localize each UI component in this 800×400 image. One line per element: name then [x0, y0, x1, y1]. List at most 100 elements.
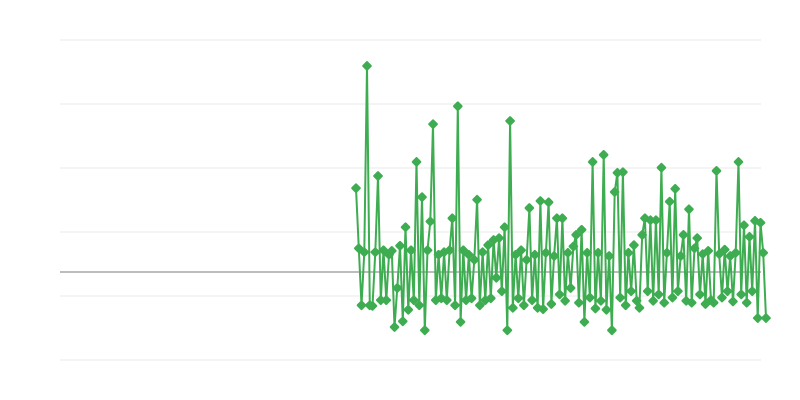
data-point-marker: [642, 286, 653, 296]
data-point-marker: [453, 101, 463, 112]
data-point-marker: [546, 299, 557, 309]
data-point-marker: [571, 230, 581, 240]
data-point-marker: [689, 243, 700, 254]
data-point-marker: [411, 157, 422, 167]
data-point-marker: [370, 247, 381, 257]
data-point-marker: [549, 251, 559, 261]
data-point-marker: [700, 299, 711, 309]
data-point-marker: [444, 245, 455, 256]
data-point-marker: [442, 295, 452, 305]
data-point-marker: [653, 289, 664, 300]
data-point-marker: [381, 295, 392, 305]
data-point-marker: [601, 304, 612, 315]
data-point-marker: [576, 224, 587, 235]
data-point-marker: [524, 203, 535, 213]
data-point-marker: [541, 248, 551, 258]
data-point-marker: [609, 187, 620, 197]
data-point-marker: [664, 196, 675, 207]
data-point-marker: [414, 300, 425, 311]
data-point-marker: [508, 303, 518, 313]
data-point-marker: [593, 248, 603, 258]
data-point-marker: [565, 283, 576, 293]
data-point-marker: [637, 230, 647, 240]
data-point-marker: [403, 304, 414, 315]
data-point-marker: [373, 171, 383, 181]
data-point-marker: [615, 292, 625, 303]
data-point-marker: [722, 286, 733, 296]
data-point-marker: [362, 61, 372, 71]
data-point-marker: [686, 297, 697, 308]
data-point-marker: [389, 322, 400, 332]
data-point-marker: [607, 325, 617, 336]
data-point-marker: [386, 246, 397, 256]
data-point-marker: [629, 240, 639, 250]
data-point-marker: [417, 192, 427, 202]
data-point-marker: [755, 217, 766, 228]
data-point-marker: [469, 255, 480, 265]
data-point-marker: [486, 293, 496, 304]
data-point-marker: [472, 194, 482, 205]
data-point-marker: [568, 241, 579, 252]
data-point-marker: [604, 251, 614, 261]
data-point-marker: [392, 283, 403, 293]
data-point-marker: [747, 286, 758, 296]
data-point-marker: [631, 296, 642, 306]
data-point-marker: [519, 300, 529, 311]
data-point-marker: [510, 249, 521, 260]
data-point-marker: [397, 316, 408, 327]
data-point-marker: [623, 248, 634, 258]
data-point-marker: [554, 289, 565, 300]
data-point-marker: [497, 286, 507, 296]
data-point-marker: [538, 304, 548, 314]
data-point-marker: [648, 296, 658, 306]
data-point-marker: [425, 216, 436, 227]
data-point-marker: [656, 162, 667, 173]
data-point-marker: [505, 116, 515, 126]
data-point-marker: [428, 119, 438, 129]
data-point-marker: [714, 249, 725, 259]
data-point-marker: [678, 230, 689, 240]
data-point-marker: [634, 303, 645, 313]
data-point-marker: [447, 213, 458, 224]
data-point-marker: [422, 245, 433, 256]
data-point-marker: [499, 222, 510, 232]
data-point-marker: [703, 246, 714, 256]
data-point-marker: [530, 249, 540, 260]
data-point-marker: [400, 222, 411, 232]
data-point-marker: [761, 313, 771, 323]
data-point-marker: [620, 300, 631, 311]
data-point-marker: [739, 220, 749, 231]
data-point-marker: [719, 244, 730, 255]
data-point-marker: [408, 295, 419, 305]
data-point-marker: [618, 167, 628, 177]
data-point-marker: [560, 296, 570, 306]
data-point-marker: [450, 300, 460, 311]
data-point-marker: [455, 317, 466, 327]
data-point-marker: [711, 166, 722, 176]
data-point-marker: [598, 150, 609, 160]
data-point-marker: [543, 197, 554, 208]
data-point-marker: [464, 249, 474, 260]
data-point-marker: [395, 240, 405, 251]
data-point-marker: [626, 286, 636, 296]
data-point-marker: [758, 248, 769, 258]
data-point-marker: [521, 255, 532, 265]
data-point-marker: [532, 303, 543, 313]
data-point-marker: [353, 243, 364, 254]
data-point-marker: [675, 251, 686, 261]
data-point-marker: [736, 289, 747, 300]
data-point-marker: [356, 300, 367, 311]
data-point-marker: [662, 248, 672, 258]
data-point-marker: [579, 317, 590, 327]
data-point-marker: [574, 297, 584, 308]
data-point-marker: [684, 204, 694, 215]
data-point-marker: [728, 296, 738, 307]
data-point-marker: [587, 157, 598, 167]
data-point-marker: [651, 215, 661, 225]
data-point-marker: [563, 248, 573, 258]
data-point-marker: [730, 248, 741, 258]
data-point-marker: [516, 245, 526, 256]
data-point-marker: [692, 233, 703, 243]
